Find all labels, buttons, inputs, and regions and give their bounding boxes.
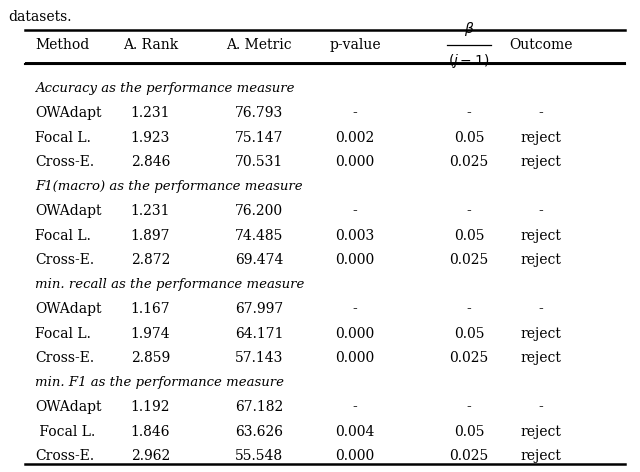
Text: 76.200: 76.200 [235,204,284,219]
Text: -: - [467,303,472,316]
Text: Accuracy as the performance measure: Accuracy as the performance measure [35,82,294,95]
Text: 0.000: 0.000 [335,327,375,341]
Text: F1(macro) as the performance measure: F1(macro) as the performance measure [35,180,303,194]
Text: OWAdapt: OWAdapt [35,400,102,414]
Text: 0.025: 0.025 [449,351,489,365]
Text: 1.231: 1.231 [131,106,170,120]
Text: $\beta$: $\beta$ [464,20,474,38]
Text: 1.923: 1.923 [131,131,170,145]
Text: 63.626: 63.626 [236,425,284,439]
Text: 0.000: 0.000 [335,351,375,365]
Text: $(j-1)$: $(j-1)$ [449,52,490,70]
Text: Focal L.: Focal L. [35,131,91,145]
Text: -: - [353,204,358,219]
Text: p-value: p-value [330,38,381,52]
Text: min. recall as the performance measure: min. recall as the performance measure [35,278,305,291]
Text: datasets.: datasets. [8,10,72,24]
Text: reject: reject [520,425,561,439]
Text: 67.182: 67.182 [235,400,284,414]
Text: -: - [467,400,472,414]
Text: min. F1 as the performance measure: min. F1 as the performance measure [35,376,284,389]
Text: OWAdapt: OWAdapt [35,106,102,120]
Text: 0.002: 0.002 [335,131,375,145]
Text: 1.974: 1.974 [131,327,170,341]
Text: -: - [353,106,358,120]
Text: reject: reject [520,253,561,267]
Text: 0.025: 0.025 [449,253,489,267]
Text: -: - [467,204,472,219]
Text: 0.05: 0.05 [454,131,484,145]
Text: Cross-E.: Cross-E. [35,155,94,169]
Text: 67.997: 67.997 [235,303,284,316]
Text: 1.897: 1.897 [131,229,170,243]
Text: Outcome: Outcome [509,38,573,52]
Text: reject: reject [520,131,561,145]
Text: Method: Method [35,38,90,52]
Text: A. Rank: A. Rank [123,38,178,52]
Text: 1.167: 1.167 [131,303,170,316]
Text: 2.859: 2.859 [131,351,170,365]
Text: Focal L.: Focal L. [35,425,95,439]
Text: -: - [353,400,358,414]
Text: 0.000: 0.000 [335,449,375,464]
Text: reject: reject [520,155,561,169]
Text: Focal L.: Focal L. [35,327,91,341]
Text: OWAdapt: OWAdapt [35,204,102,219]
Text: 0.025: 0.025 [449,449,489,464]
Text: 0.003: 0.003 [335,229,375,243]
Text: reject: reject [520,229,561,243]
Text: Focal L.: Focal L. [35,229,91,243]
Text: -: - [467,106,472,120]
Text: 0.000: 0.000 [335,253,375,267]
Text: 74.485: 74.485 [235,229,284,243]
Text: 1.231: 1.231 [131,204,170,219]
Text: Cross-E.: Cross-E. [35,253,94,267]
Text: 0.000: 0.000 [335,155,375,169]
Text: 0.05: 0.05 [454,327,484,341]
Text: -: - [538,204,543,219]
Text: 0.05: 0.05 [454,229,484,243]
Text: 2.846: 2.846 [131,155,170,169]
Text: 55.548: 55.548 [235,449,284,464]
Text: 70.531: 70.531 [235,155,284,169]
Text: 57.143: 57.143 [235,351,284,365]
Text: -: - [538,400,543,414]
Text: 1.846: 1.846 [131,425,170,439]
Text: 2.962: 2.962 [131,449,170,464]
Text: OWAdapt: OWAdapt [35,303,102,316]
Text: -: - [353,303,358,316]
Text: 64.171: 64.171 [235,327,284,341]
Text: -: - [538,106,543,120]
Text: 2.872: 2.872 [131,253,170,267]
Text: Cross-E.: Cross-E. [35,449,94,464]
Text: 76.793: 76.793 [235,106,284,120]
Text: 75.147: 75.147 [235,131,284,145]
Text: 69.474: 69.474 [235,253,284,267]
Text: reject: reject [520,351,561,365]
Text: 0.05: 0.05 [454,425,484,439]
Text: 0.004: 0.004 [335,425,375,439]
Text: 1.192: 1.192 [131,400,170,414]
Text: Cross-E.: Cross-E. [35,351,94,365]
Text: -: - [538,303,543,316]
Text: reject: reject [520,327,561,341]
Text: 0.025: 0.025 [449,155,489,169]
Text: A. Metric: A. Metric [227,38,292,52]
Text: reject: reject [520,449,561,464]
